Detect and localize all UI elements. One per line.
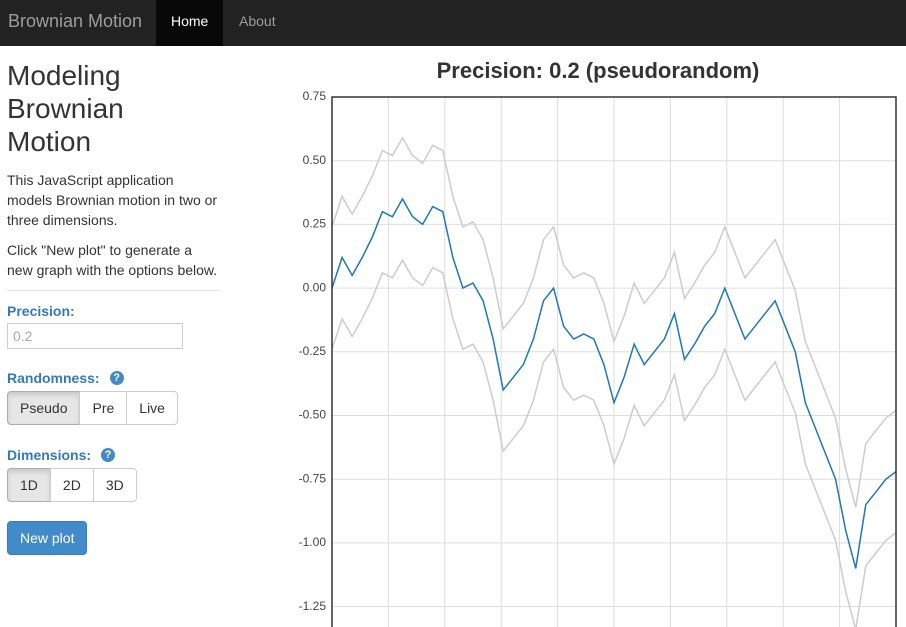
label: Randomness:?: [7, 368, 221, 388]
option-button[interactable]: Pseudo: [7, 391, 81, 425]
chart: Precision: 0.2 (pseudorandom) 0.75 0.50 0.…: [299, 58, 897, 627]
option-button[interactable]: Pre: [79, 391, 128, 425]
label: Precision:: [7, 301, 221, 321]
y-tick-label: -1.25: [299, 599, 327, 613]
button-group: Pseudo Pre Live: [7, 391, 221, 425]
brand[interactable]: Brownian Motion: [8, 11, 143, 31]
y-tick-label: -0.50: [299, 408, 327, 422]
plot-border: [331, 96, 897, 627]
paragraph: Click "New plot" to generate a new graph…: [7, 242, 218, 278]
y-tick-label: 0.75: [303, 89, 327, 103]
new-plot-button[interactable]: New plot: [7, 521, 88, 555]
help-icon[interactable]: ?: [109, 371, 124, 385]
nav-home[interactable]: Home: [156, 0, 224, 46]
y-tick-label: -1.00: [299, 535, 327, 549]
chart-title: Precision: 0.2 (pseudorandom): [437, 58, 760, 83]
option-button[interactable]: 2D: [49, 468, 94, 502]
nav-about[interactable]: About: [239, 13, 276, 29]
option-button[interactable]: 3D: [92, 468, 137, 502]
label-text: Precision:: [7, 303, 75, 319]
plot-area: [332, 136, 896, 627]
y-tick-label: 0.00: [303, 280, 327, 294]
divider: [7, 290, 221, 291]
navbar: Brownian Motion Home About: [0, 0, 906, 46]
y-tick-label: 0.50: [303, 153, 327, 167]
precision-input[interactable]: 0.2: [7, 323, 183, 349]
button-group: 1D 2D 3D: [7, 468, 221, 502]
option-button[interactable]: 1D: [7, 468, 51, 502]
paragraph: This JavaScript application models Brown…: [7, 172, 218, 228]
option-button[interactable]: Live: [126, 391, 178, 425]
help-icon[interactable]: ?: [101, 448, 116, 462]
data-line: [332, 258, 896, 627]
y-tick-label: -0.25: [299, 344, 327, 358]
y-tick-label: -0.75: [299, 471, 327, 485]
data-line: [332, 197, 896, 569]
data-line: [332, 136, 896, 508]
label-text: Dimensions:: [7, 447, 92, 463]
label: Dimensions:?: [7, 445, 221, 465]
heading: Modeling Brownian Motion: [7, 60, 124, 157]
y-tick-label: 0.25: [303, 217, 327, 231]
sidebar: Modeling Brownian Motion This JavaScript…: [7, 46, 221, 555]
label-text: Randomness:: [7, 370, 100, 386]
